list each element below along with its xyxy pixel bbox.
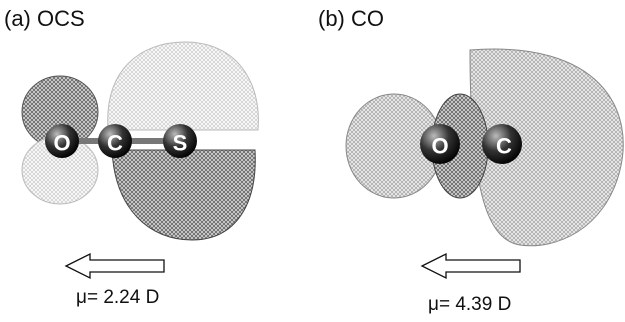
dipole-label: μ= 4.39 D bbox=[428, 294, 511, 315]
panel-label: (a) OCS bbox=[4, 6, 85, 31]
page: (a) OCS O C S μ= 2.24 D (b) CO O C μ= 4.… bbox=[0, 0, 625, 322]
panel-label: (b) CO bbox=[318, 6, 384, 31]
dipole-arrow bbox=[422, 254, 520, 278]
lobe bbox=[108, 42, 259, 130]
atom-label: S bbox=[173, 131, 188, 156]
lobe bbox=[112, 150, 255, 240]
atom-label: O bbox=[431, 134, 448, 159]
atom-label: C bbox=[107, 131, 123, 156]
figure: (a) OCS O C S μ= 2.24 D (b) CO O C μ= 4.… bbox=[0, 0, 625, 322]
atom-label: O bbox=[53, 131, 70, 156]
atom-label: C bbox=[496, 134, 512, 159]
dipole-arrow bbox=[66, 254, 164, 278]
dipole-label: μ= 2.24 D bbox=[76, 287, 159, 308]
